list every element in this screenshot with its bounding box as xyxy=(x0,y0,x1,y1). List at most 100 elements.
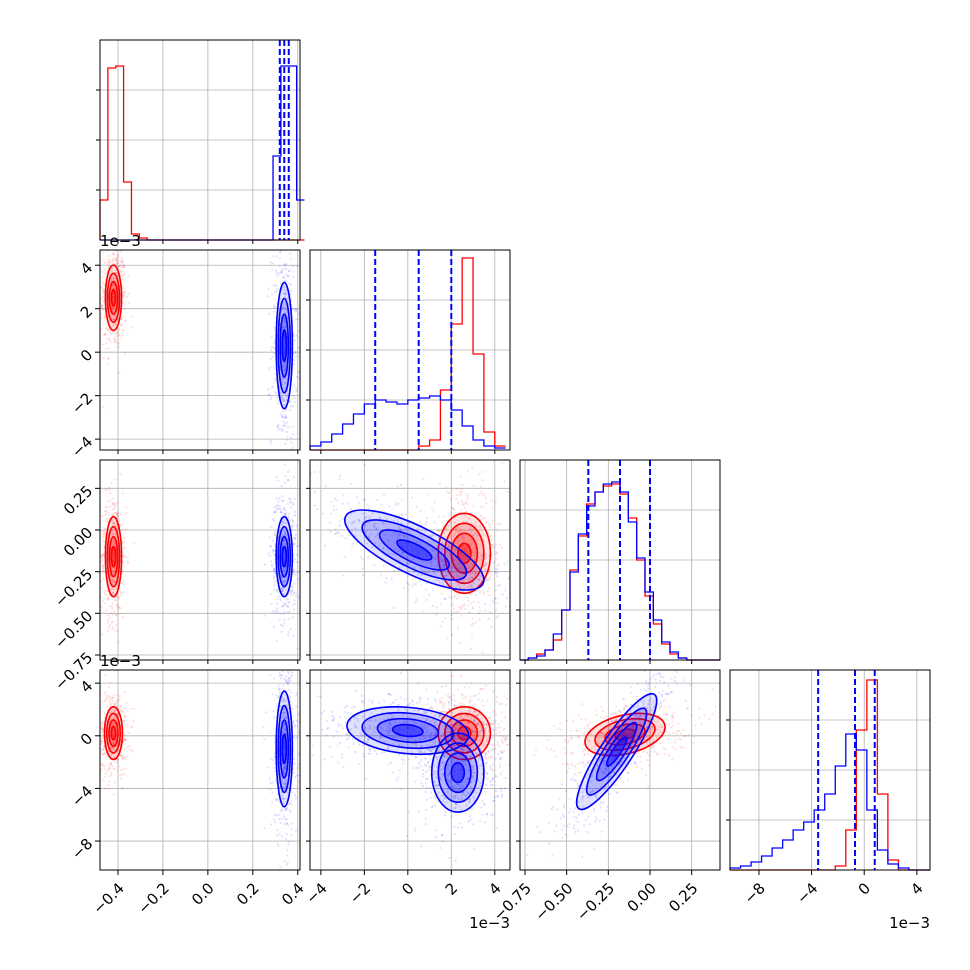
sample-point xyxy=(123,748,126,751)
sample-point xyxy=(100,530,103,533)
sample-point xyxy=(284,728,287,731)
sample-point xyxy=(438,728,441,731)
sample-point xyxy=(479,575,482,578)
sample-point xyxy=(122,767,125,770)
sample-point xyxy=(285,679,288,682)
sample-point xyxy=(285,377,288,380)
sample-point xyxy=(459,822,462,825)
sample-point xyxy=(462,703,465,706)
sample-point xyxy=(416,528,419,531)
sample-point xyxy=(452,607,455,610)
sample-point xyxy=(291,405,294,408)
sample-point xyxy=(456,574,459,578)
sample-point xyxy=(401,762,404,765)
sample-point xyxy=(273,737,276,740)
sample-point xyxy=(273,378,276,381)
sample-point xyxy=(459,788,462,791)
sample-point xyxy=(474,733,477,736)
sample-point xyxy=(372,524,376,527)
sample-point xyxy=(119,705,123,709)
sample-point xyxy=(450,633,454,636)
sample-point xyxy=(451,506,454,509)
sample-point xyxy=(498,543,501,546)
sample-point xyxy=(283,797,286,800)
sample-point xyxy=(466,595,469,599)
sample-point xyxy=(100,307,103,310)
sample-point xyxy=(280,395,283,398)
sample-point xyxy=(295,375,299,378)
sample-point xyxy=(471,576,474,579)
sample-point xyxy=(115,262,118,265)
sample-point xyxy=(494,747,497,751)
sample-point xyxy=(468,545,471,548)
sample-point xyxy=(286,791,289,794)
sample-point xyxy=(491,544,494,547)
sample-point xyxy=(102,553,105,556)
sample-point xyxy=(282,684,285,687)
sample-point xyxy=(293,599,296,602)
sample-point xyxy=(417,750,420,753)
sample-point xyxy=(112,592,115,595)
contour-blue xyxy=(281,545,288,568)
sample-point xyxy=(102,291,105,294)
sample-point xyxy=(286,502,289,505)
sample-point xyxy=(281,364,284,367)
sample-point xyxy=(280,630,283,633)
sample-point xyxy=(267,552,270,555)
sample-point xyxy=(284,416,287,419)
sample-point xyxy=(434,836,437,839)
sample-point xyxy=(460,711,463,714)
sample-point xyxy=(108,254,111,257)
sample-point xyxy=(101,764,104,767)
sample-point xyxy=(472,581,475,585)
sample-point xyxy=(471,730,474,733)
sample-point xyxy=(489,768,492,771)
sample-point xyxy=(434,797,437,800)
scatter-panel-p0-p1 xyxy=(99,249,301,451)
sample-point xyxy=(398,534,401,537)
sample-point xyxy=(114,259,117,262)
sample-point xyxy=(106,518,109,521)
sample-point xyxy=(123,565,126,568)
sample-point xyxy=(124,547,127,550)
sample-point xyxy=(107,614,110,617)
sample-point xyxy=(117,511,120,514)
sample-point xyxy=(268,788,272,791)
sample-point xyxy=(408,758,411,761)
sample-point xyxy=(477,713,480,716)
sample-point xyxy=(370,533,373,536)
sample-point xyxy=(105,696,108,699)
sample-point xyxy=(504,589,507,592)
sample-point xyxy=(291,397,294,400)
sample-point xyxy=(109,762,112,765)
sample-point xyxy=(438,483,442,486)
sample-point xyxy=(505,743,508,747)
sample-point xyxy=(295,334,298,337)
sample-point xyxy=(464,502,467,505)
sample-point xyxy=(410,496,414,499)
sample-point xyxy=(472,694,475,698)
sample-point xyxy=(269,674,272,677)
sample-point xyxy=(285,263,288,266)
sample-point xyxy=(111,581,114,584)
sample-point xyxy=(459,493,463,496)
sample-point xyxy=(284,264,287,268)
sample-point xyxy=(113,533,116,536)
sample-point xyxy=(472,600,475,603)
sample-point xyxy=(112,521,115,524)
sample-point xyxy=(294,534,297,537)
sample-point xyxy=(112,722,115,725)
sample-point xyxy=(335,508,338,511)
sample-point xyxy=(480,742,483,745)
sample-point xyxy=(424,782,427,785)
sample-point xyxy=(457,501,460,504)
sample-point xyxy=(274,290,277,294)
sample-point xyxy=(454,745,457,748)
sample-point xyxy=(396,485,399,488)
sample-point xyxy=(441,542,444,545)
sample-point xyxy=(291,425,294,428)
sample-point xyxy=(285,514,288,517)
sample-point xyxy=(289,506,292,509)
sample-point xyxy=(291,525,294,528)
contour-blue xyxy=(281,329,288,363)
